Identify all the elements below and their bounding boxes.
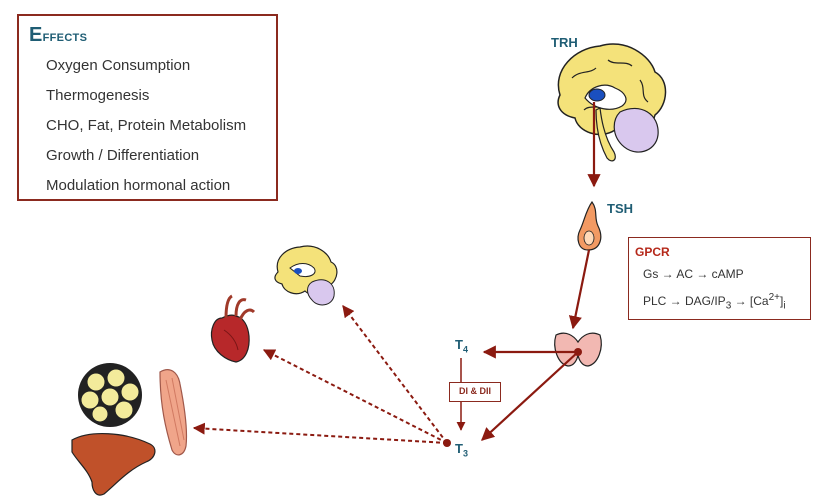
dashed-arrow-to-brain xyxy=(342,305,448,444)
t4-label: T4 xyxy=(455,337,468,355)
muscle-icon xyxy=(159,369,188,456)
gpcr-line2-sub2: i xyxy=(783,300,786,312)
effects-title: Effects xyxy=(29,24,88,46)
effects-box: Effects Oxygen Consumption Thermogenesis… xyxy=(17,14,278,201)
arrow-tsh-to-thyroid xyxy=(568,249,591,330)
adipose-tissue-icon xyxy=(78,363,142,427)
pituitary-icon xyxy=(577,200,602,251)
gpcr-title: GPCR xyxy=(635,245,670,259)
gpcr-line2-sup: 2+ xyxy=(768,292,780,303)
effect-item: Growth / Differentiation xyxy=(46,147,200,164)
deiodinase-box: DI & DII xyxy=(449,382,501,402)
gpcr-line2-prefix: PLC → DAG/IP xyxy=(643,294,726,308)
gpcr-box: GPCR Gs → AC → cAMP PLC → DAG/IP3 → [Ca2… xyxy=(628,237,811,320)
tsh-label: TSH xyxy=(607,201,633,216)
t3-label: T3 xyxy=(455,441,468,459)
liver-icon xyxy=(71,433,156,496)
effect-item: Oxygen Consumption xyxy=(46,57,191,74)
gpcr-line2-sub: 3 xyxy=(725,300,732,312)
effect-item: Thermogenesis xyxy=(46,87,150,104)
t4-sub: 4 xyxy=(462,344,468,355)
arrow-thyroid-to-t3 xyxy=(481,351,579,441)
gpcr-line2-mid: → [Ca xyxy=(731,294,769,308)
gpcr-line2-end: ] xyxy=(780,294,784,308)
heart-icon xyxy=(210,294,256,363)
t4-base: T xyxy=(455,337,463,352)
effects-list: Oxygen Consumption Thermogenesis CHO, Fa… xyxy=(46,56,246,206)
t3-sub: 3 xyxy=(462,448,468,459)
gpcr-pathway-calcium: PLC → DAG/IP3 → [Ca2+]i xyxy=(643,292,786,311)
small-brain-icon xyxy=(274,245,338,306)
effect-item: CHO, Fat, Protein Metabolism xyxy=(46,117,247,134)
dashed-arrow-to-heart xyxy=(262,349,448,444)
gpcr-pathway-camp: Gs → AC → cAMP xyxy=(643,267,744,281)
dashed-arrow-to-tissues xyxy=(192,422,448,444)
trh-label: TRH xyxy=(551,35,578,50)
effect-item: Modulation hormonal action xyxy=(46,177,231,194)
t3-base: T xyxy=(455,441,463,456)
brain-icon xyxy=(557,43,667,162)
